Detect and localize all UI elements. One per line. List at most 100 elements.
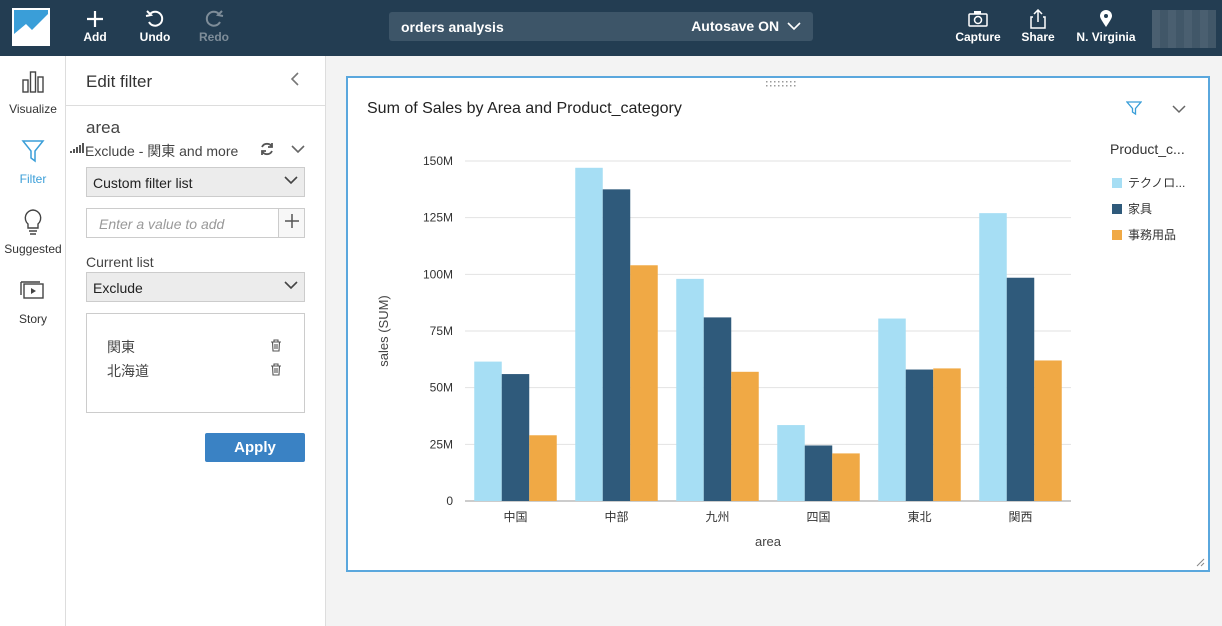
capture-label: Capture [955,30,1001,44]
chevron-down-icon [787,22,801,31]
legend-swatch [1112,178,1122,188]
filter-icon[interactable] [1126,100,1142,116]
panel-title: Edit filter [86,72,153,91]
chevron-down-icon[interactable] [291,144,305,154]
location-pin-icon [1076,6,1136,30]
legend-item[interactable]: テクノロ... [1112,174,1185,191]
nav-visualize-label: Visualize [9,102,57,116]
trash-icon[interactable] [270,363,282,376]
top-bar: Add Undo Redo orders analysis Autosave O… [0,0,1222,56]
collapse-panel-button[interactable] [290,70,300,93]
bar[interactable] [703,317,732,501]
filter-type-select[interactable]: Custom filter list [86,167,305,197]
undo-icon [130,6,180,30]
x-tick-label: 四国 [806,510,830,524]
y-tick-label: 75M [430,324,453,338]
undo-label: Undo [139,30,171,44]
signal-icon [70,143,84,153]
camera-icon [952,6,1004,30]
chevron-down-icon[interactable] [1172,102,1186,116]
filter-field-name: area [86,118,121,137]
legend-label: 家具 [1128,202,1153,216]
filter-summary: Exclude - 関東 and more [85,143,239,159]
refresh-icon[interactable] [260,142,274,156]
list-item: 関東 [107,337,287,357]
share-icon [1013,6,1063,30]
y-tick-label: 125M [423,211,453,225]
bar[interactable] [575,167,603,502]
bar[interactable] [979,213,1007,501]
visual-title: Sum of Sales by Area and Product_categor… [367,100,682,117]
filter-type-value: Custom filter list [93,175,193,191]
resize-handle-icon[interactable] [1196,558,1205,567]
edit-filter-panel: Edit filter area Exclude - 関東 and more C… [66,56,326,626]
bar[interactable] [731,371,759,501]
legend-swatch [1112,204,1122,214]
y-axis-title: sales (SUM) [376,295,391,367]
mode-value: Exclude [93,280,143,296]
quicksight-logo[interactable] [12,8,50,46]
include-exclude-select[interactable]: Exclude [86,272,305,302]
legend-item[interactable]: 家具 [1112,200,1152,217]
add-button[interactable]: Add [70,6,120,44]
legend-item[interactable]: 事務用品 [1112,226,1176,243]
value-input[interactable]: Enter a value to add [86,208,279,238]
add-value-button[interactable] [278,208,305,238]
undo-button[interactable]: Undo [130,6,180,44]
funnel-icon [0,138,66,172]
y-tick-label: 100M [423,267,453,281]
bar[interactable] [630,265,658,501]
trash-icon[interactable] [270,339,282,352]
share-button[interactable]: Share [1013,6,1063,44]
bar-chart: 0 25M 50M 75M 100M 125M 150M 中国 中部 九州 四国 東北 関西 area sa… [376,154,1071,549]
redo-icon [189,6,239,30]
bar[interactable] [474,361,502,501]
analysis-name[interactable]: orders analysis [401,19,504,35]
list-item-label: 関東 [107,339,135,355]
share-label: Share [1021,30,1055,44]
bar-chart-icon [0,68,66,102]
panel-divider [66,105,326,106]
bar[interactable] [676,278,704,501]
bar[interactable] [1006,277,1035,501]
nav-suggested[interactable]: Suggested [0,208,66,256]
autosave-label: Autosave ON [691,18,780,34]
user-menu[interactable] [1152,10,1216,48]
nav-story[interactable]: Story [0,278,66,326]
nav-visualize[interactable]: Visualize [0,68,66,116]
bar[interactable] [832,453,860,501]
legend-title: Product_c... [1110,141,1185,157]
y-tick-label: 25M [430,437,453,451]
nav-filter[interactable]: Filter [0,138,66,186]
bar[interactable] [804,445,833,501]
bar[interactable] [529,435,557,501]
bar[interactable] [501,374,530,501]
chevron-down-icon [284,281,298,290]
redo-button[interactable]: Redo [189,6,239,44]
analysis-name-bar[interactable]: orders analysis Autosave ON [389,12,813,41]
legend-label: 事務用品 [1128,228,1177,242]
x-tick-label: 東北 [907,510,931,524]
capture-button[interactable]: Capture [952,6,1004,44]
x-axis-title: area [755,534,782,549]
nav-filter-label: Filter [19,172,47,186]
visual-card[interactable]: Sum of Sales by Area and Product_categor… [346,76,1210,572]
bar[interactable] [878,318,906,501]
plus-icon [284,214,299,228]
x-tick-label: 中部 [604,509,628,524]
bar[interactable] [933,368,961,501]
y-tick-label: 50M [430,381,453,395]
x-tick-label: 中国 [503,509,527,524]
bar[interactable] [602,189,631,501]
left-nav: Visualize Filter Suggested Story [0,56,66,626]
region-label: N. Virginia [1076,30,1136,44]
apply-button[interactable]: Apply [205,433,305,462]
region-selector[interactable]: N. Virginia [1076,6,1136,44]
bar[interactable] [905,369,934,501]
y-tick-label: 150M [423,154,453,168]
redo-label: Redo [199,30,229,44]
bar[interactable] [1034,360,1062,501]
drag-handle-icon[interactable] [765,81,797,87]
autosave-toggle[interactable]: Autosave ON [691,18,801,34]
bar[interactable] [777,425,805,501]
